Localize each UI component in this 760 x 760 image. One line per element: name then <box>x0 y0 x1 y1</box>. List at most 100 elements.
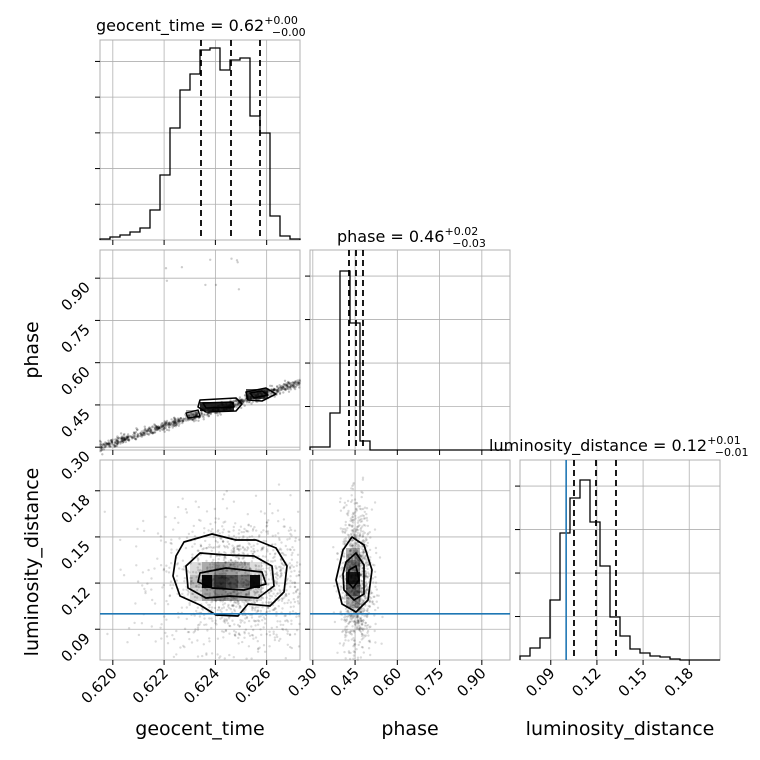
sample-point <box>160 427 163 430</box>
sample-point <box>136 428 139 431</box>
sample-point <box>360 590 363 593</box>
sample-point <box>165 279 169 282</box>
density-cell <box>346 548 360 560</box>
sample-point <box>273 636 277 639</box>
sample-point <box>168 423 171 427</box>
sample-point <box>134 438 137 441</box>
sample-point <box>369 536 372 539</box>
sample-point <box>293 585 296 589</box>
sample-point <box>367 532 370 535</box>
sample-point <box>221 569 225 572</box>
sample-point <box>289 585 292 588</box>
sample-point <box>351 625 354 628</box>
sample-point <box>231 604 234 608</box>
sample-point <box>122 574 126 577</box>
sample-point <box>173 419 176 423</box>
sample-point <box>351 529 355 532</box>
sample-point <box>292 591 295 595</box>
sample-point <box>296 596 300 599</box>
sample-point <box>356 619 359 622</box>
sample-point <box>286 632 289 635</box>
sample-point <box>286 385 289 389</box>
sample-point <box>177 424 180 427</box>
sample-point <box>163 420 166 423</box>
sample-point <box>214 619 218 622</box>
sample-point <box>136 580 140 583</box>
sample-point <box>294 537 297 540</box>
sample-point <box>344 625 347 629</box>
sample-point <box>362 557 365 560</box>
sample-point <box>286 630 289 633</box>
sample-point <box>136 435 140 438</box>
sample-point <box>230 604 234 607</box>
sample-point <box>286 620 290 623</box>
sample-point <box>361 621 365 624</box>
sample-point <box>176 563 179 566</box>
sample-point <box>366 533 369 536</box>
sample-point <box>358 507 362 510</box>
sample-point <box>366 524 370 528</box>
sample-point <box>153 423 156 426</box>
sample-point <box>129 435 133 438</box>
sample-point <box>288 567 292 570</box>
sample-point <box>248 567 252 570</box>
sample-point <box>244 599 248 603</box>
sample-point <box>369 653 372 657</box>
sample-point <box>341 591 344 594</box>
sample-point <box>374 641 377 644</box>
sample-point <box>277 639 281 642</box>
sample-point <box>259 628 262 631</box>
sample-point <box>136 428 139 431</box>
sample-point <box>194 628 197 631</box>
sample-point <box>228 624 232 628</box>
sample-point <box>108 445 112 448</box>
sample-point <box>230 551 233 554</box>
sample-point <box>186 593 190 596</box>
sample-point <box>244 593 248 596</box>
sample-point <box>284 657 287 660</box>
sample-point <box>217 557 220 561</box>
sample-point <box>126 433 130 436</box>
sample-point <box>240 406 243 410</box>
sample-point <box>355 614 359 617</box>
sample-point <box>359 602 362 606</box>
sample-point <box>192 420 196 423</box>
sample-point <box>236 403 239 407</box>
sample-point <box>125 437 129 440</box>
sample-point <box>234 559 237 563</box>
sample-point <box>353 502 356 505</box>
sample-point <box>234 404 237 407</box>
sample-point <box>360 619 363 622</box>
sample-point <box>123 437 126 440</box>
sample-point <box>343 531 347 535</box>
sample-point <box>297 383 300 386</box>
sample-point <box>166 642 170 645</box>
sample-point <box>243 560 246 563</box>
sample-point <box>279 574 283 578</box>
sample-point <box>227 603 230 607</box>
sample-point <box>238 544 241 547</box>
sample-point <box>222 564 225 567</box>
sample-point <box>297 615 300 618</box>
sample-point <box>247 524 250 527</box>
sample-point <box>361 514 364 517</box>
sample-point <box>184 508 188 511</box>
sample-point <box>105 443 108 446</box>
sample-point <box>237 557 241 561</box>
sample-point <box>157 426 161 430</box>
sample-point <box>162 423 166 426</box>
sample-point <box>115 439 119 442</box>
sample-point <box>298 379 302 383</box>
sample-point <box>123 432 126 436</box>
sample-point <box>360 556 364 559</box>
sample-point <box>276 385 279 389</box>
sample-point <box>160 425 163 428</box>
sample-point <box>381 615 384 619</box>
sample-point <box>282 563 285 566</box>
sample-point <box>296 553 300 556</box>
sample-point <box>240 398 243 401</box>
sample-point <box>284 544 287 548</box>
sample-point <box>198 563 202 566</box>
sample-point <box>115 437 119 440</box>
sample-point <box>266 548 269 551</box>
